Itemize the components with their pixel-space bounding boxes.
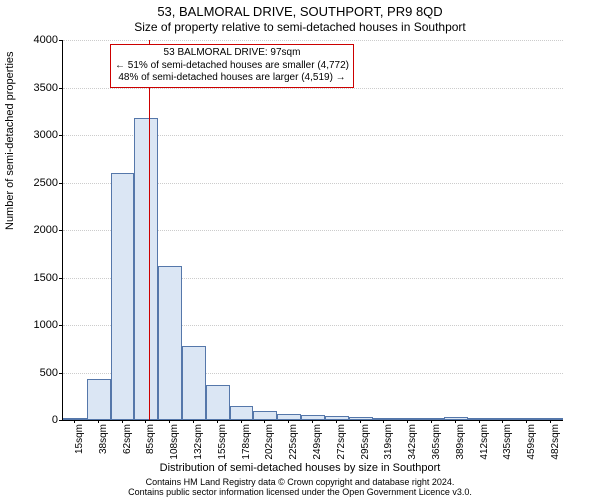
histogram-bar <box>158 266 182 420</box>
annotation-box: 53 BALMORAL DRIVE: 97sqm ← 51% of semi-d… <box>110 44 354 88</box>
annotation-line1: 53 BALMORAL DRIVE: 97sqm <box>115 47 349 60</box>
x-tick <box>312 420 313 423</box>
x-tick-label: 319sqm <box>383 424 394 464</box>
y-tick <box>59 88 62 89</box>
y-tick-label: 3000 <box>34 129 58 141</box>
histogram-bar <box>253 411 277 420</box>
x-tick <box>193 420 194 423</box>
x-tick-label: 178sqm <box>241 424 252 464</box>
annotation-line3: 48% of semi-detached houses are larger (… <box>115 72 349 85</box>
chart-title-main: 53, BALMORAL DRIVE, SOUTHPORT, PR9 8QD <box>0 4 600 19</box>
annotation-line2: ← 51% of semi-detached houses are smalle… <box>115 60 349 73</box>
x-tick-label: 62sqm <box>122 424 133 464</box>
y-tick <box>59 325 62 326</box>
y-tick-label: 3500 <box>34 82 58 94</box>
y-tick <box>59 278 62 279</box>
x-tick-label: 295sqm <box>360 424 371 464</box>
y-tick-label: 4000 <box>34 34 58 46</box>
x-tick <box>264 420 265 423</box>
x-tick-label: 132sqm <box>193 424 204 464</box>
histogram-bar <box>63 418 87 420</box>
x-tick <box>360 420 361 423</box>
x-tick-label: 412sqm <box>479 424 490 464</box>
y-tick-label: 1000 <box>34 319 58 331</box>
y-axis-label: Number of semi-detached properties <box>4 51 16 230</box>
x-tick <box>502 420 503 423</box>
gridline <box>63 40 563 41</box>
y-tick <box>59 230 62 231</box>
x-tick-label: 108sqm <box>169 424 180 464</box>
x-tick <box>217 420 218 423</box>
x-tick <box>455 420 456 423</box>
x-tick-label: 482sqm <box>550 424 561 464</box>
x-tick-label: 85sqm <box>145 424 156 464</box>
x-tick-label: 15sqm <box>74 424 85 464</box>
histogram-bar <box>206 385 230 420</box>
y-tick <box>59 420 62 421</box>
x-tick-label: 202sqm <box>264 424 275 464</box>
x-tick <box>526 420 527 423</box>
x-tick-label: 365sqm <box>431 424 442 464</box>
histogram-bar <box>230 406 254 420</box>
x-tick-label: 342sqm <box>407 424 418 464</box>
x-tick <box>145 420 146 423</box>
y-tick-label: 500 <box>40 367 58 379</box>
plot-area <box>62 40 563 421</box>
x-tick-label: 155sqm <box>217 424 228 464</box>
x-tick <box>383 420 384 423</box>
y-tick <box>59 40 62 41</box>
x-tick <box>74 420 75 423</box>
x-tick <box>169 420 170 423</box>
y-tick-label: 2500 <box>34 177 58 189</box>
x-tick <box>336 420 337 423</box>
y-tick-label: 0 <box>52 414 58 426</box>
x-tick <box>241 420 242 423</box>
x-tick-label: 435sqm <box>502 424 513 464</box>
chart-title-sub: Size of property relative to semi-detach… <box>0 20 600 34</box>
x-tick-label: 38sqm <box>98 424 109 464</box>
x-tick <box>479 420 480 423</box>
x-tick-label: 389sqm <box>455 424 466 464</box>
x-tick <box>122 420 123 423</box>
x-tick-label: 272sqm <box>336 424 347 464</box>
y-tick <box>59 373 62 374</box>
footer: Contains HM Land Registry data © Crown c… <box>0 478 600 498</box>
y-tick-label: 2000 <box>34 224 58 236</box>
y-tick-label: 1500 <box>34 272 58 284</box>
histogram-bar <box>87 379 111 420</box>
x-tick-label: 249sqm <box>312 424 323 464</box>
x-tick <box>407 420 408 423</box>
histogram-bar <box>111 173 135 420</box>
x-tick-label: 225sqm <box>288 424 299 464</box>
chart-container: 53, BALMORAL DRIVE, SOUTHPORT, PR9 8QD S… <box>0 0 600 500</box>
x-tick <box>431 420 432 423</box>
y-tick <box>59 183 62 184</box>
gridline <box>63 88 563 89</box>
x-tick <box>98 420 99 423</box>
x-tick <box>550 420 551 423</box>
x-tick-label: 459sqm <box>526 424 537 464</box>
histogram-bar <box>182 346 206 420</box>
y-tick <box>59 135 62 136</box>
x-tick <box>288 420 289 423</box>
marker-line <box>149 40 150 420</box>
footer-line2: Contains public sector information licen… <box>0 488 600 498</box>
histogram-bar <box>134 118 158 420</box>
